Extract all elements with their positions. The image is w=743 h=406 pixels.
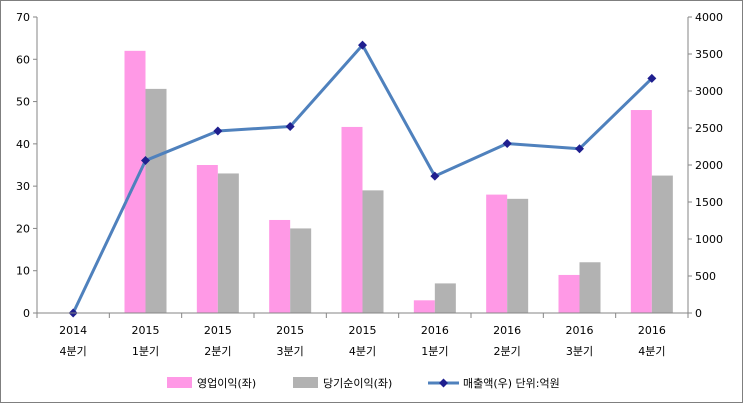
x-tick-label-year: 2016 bbox=[638, 324, 666, 337]
bar-net-income bbox=[362, 190, 384, 313]
right-tick-label: 1000 bbox=[695, 233, 723, 246]
x-tick-label-quarter: 2분기 bbox=[494, 345, 521, 358]
x-tick-label-year: 2016 bbox=[421, 324, 449, 337]
right-tick-label: 2000 bbox=[695, 159, 723, 172]
right-tick-label: 2500 bbox=[695, 122, 723, 135]
bar-net-income bbox=[217, 173, 239, 313]
sales-marker bbox=[213, 126, 223, 136]
legend-label-operating-profit: 영업이익(좌) bbox=[197, 377, 256, 390]
left-tick-label: 70 bbox=[16, 11, 30, 24]
x-tick-label-quarter: 4분기 bbox=[349, 345, 376, 358]
x-tick-label-year: 2015 bbox=[204, 324, 232, 337]
legend-label-sales: 매출액(우) 단위:억원 bbox=[463, 377, 560, 390]
right-tick-label: 4000 bbox=[695, 11, 723, 24]
x-tick-label-quarter: 1분기 bbox=[421, 345, 448, 358]
sales-marker bbox=[285, 122, 295, 132]
x-tick-label-quarter: 4분기 bbox=[60, 345, 87, 358]
sales-marker bbox=[575, 144, 584, 154]
sales-marker bbox=[141, 156, 150, 166]
axes-layer: 0 10 20 30 40 50 60 70 0 500 1000 1500 2000 2500 3000 3… bbox=[16, 11, 723, 358]
left-tick-label: 60 bbox=[16, 53, 30, 66]
x-tick-label-quarter: 2분기 bbox=[204, 345, 231, 358]
left-tick-label: 50 bbox=[16, 96, 30, 109]
bar-operating-profit bbox=[341, 126, 363, 313]
right-tick-label: 3000 bbox=[695, 85, 723, 98]
line-layer bbox=[68, 40, 657, 318]
left-tick-label: 40 bbox=[16, 138, 30, 151]
right-tick-label: 500 bbox=[695, 270, 716, 283]
left-tick-label: 20 bbox=[16, 222, 30, 235]
bar-net-income bbox=[507, 198, 529, 313]
sales-marker bbox=[358, 40, 367, 50]
x-tick-label-quarter: 1분기 bbox=[132, 345, 159, 358]
sales-marker bbox=[502, 139, 512, 149]
x-tick-label-quarter: 3분기 bbox=[277, 345, 304, 358]
bar-operating-profit bbox=[196, 165, 218, 313]
bar-operating-profit bbox=[269, 219, 291, 313]
bar-layer bbox=[124, 50, 673, 314]
legend: 영업이익(좌) 당기순이익(좌) 매출액(우) 단위:억원 bbox=[167, 377, 560, 390]
x-tick-label-year: 2015 bbox=[276, 324, 304, 337]
sales-marker bbox=[430, 171, 440, 181]
legend-swatch-net-income bbox=[293, 377, 318, 388]
right-tick-label: 3500 bbox=[695, 48, 723, 61]
x-tick-label-year: 2016 bbox=[566, 324, 594, 337]
bar-operating-profit bbox=[558, 274, 580, 313]
x-tick-label-quarter: 3분기 bbox=[566, 345, 593, 358]
left-tick-label: 10 bbox=[16, 265, 30, 278]
bar-net-income bbox=[651, 175, 673, 313]
x-tick-label-quarter: 4분기 bbox=[638, 345, 665, 358]
x-tick-label-year: 2016 bbox=[493, 324, 521, 337]
x-tick-label-year: 2015 bbox=[349, 324, 377, 337]
bar-operating-profit bbox=[630, 110, 652, 314]
bar-net-income bbox=[434, 283, 456, 313]
legend-marker-sales bbox=[439, 378, 448, 388]
left-tick-label: 0 bbox=[23, 307, 30, 320]
right-tick-label: 1500 bbox=[695, 196, 723, 209]
legend-label-net-income: 당기순이익(좌) bbox=[323, 377, 392, 390]
left-tick-label: 30 bbox=[16, 180, 30, 193]
sales-marker bbox=[647, 73, 657, 83]
bar-net-income bbox=[579, 262, 601, 313]
bar-operating-profit bbox=[486, 194, 508, 313]
x-tick-label-year: 2015 bbox=[132, 324, 160, 337]
bar-operating-profit bbox=[413, 300, 435, 313]
bar-net-income bbox=[145, 88, 167, 313]
bar-net-income bbox=[290, 228, 312, 313]
right-tick-label: 0 bbox=[695, 307, 702, 320]
legend-swatch-operating-profit bbox=[167, 377, 192, 388]
x-tick-label-year: 2014 bbox=[59, 324, 87, 337]
